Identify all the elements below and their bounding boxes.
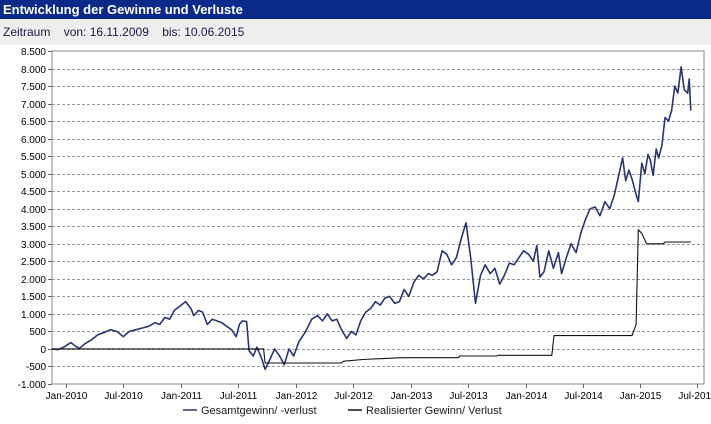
y-tick-label: 2.000 (21, 275, 46, 286)
x-tick-label: Jul-2012 (334, 391, 373, 402)
y-tick-label: 4.000 (21, 205, 46, 216)
y-tick-label: 8.000 (21, 65, 46, 76)
plot-frame (51, 50, 705, 385)
y-tick-label: 1.500 (21, 292, 46, 303)
y-tick-label: 7.500 (21, 82, 46, 93)
period-label: Zeitraum (3, 25, 51, 39)
y-tick-label: 5.500 (21, 152, 46, 163)
x-tick-label: Jan-2010 (46, 391, 88, 402)
x-tick-label: Jan-2013 (391, 391, 433, 402)
x-tick-label: Jul-2014 (564, 391, 603, 402)
x-tick-label: Jan-2011 (161, 391, 202, 402)
y-tick-label: 6.000 (21, 135, 46, 146)
series-line-2 (52, 229, 691, 364)
y-tick-label: 5.000 (21, 170, 46, 181)
x-tick-label: Jul-2011 (220, 391, 258, 402)
legend-label-2: Realisierter Gewinn/ Verlust (366, 405, 502, 417)
x-tick-label: Jul-2010 (104, 391, 143, 402)
y-axis: 8.500 8.000 7.500 7.000 6.500 6.000 5.500 5.000… (18, 47, 52, 391)
y-tick-label: 6.500 (21, 117, 46, 128)
y-tick-label: 8.500 (21, 47, 46, 58)
x-tick-label: Jul-2013 (449, 391, 488, 402)
y-tick-label: -500 (26, 362, 46, 373)
y-tick-label: 500 (29, 327, 46, 338)
series-lines (51, 66, 692, 371)
chart-header: Entwicklung der Gewinne und Verluste (0, 0, 711, 19)
x-tick-label: Jan-2015 (620, 391, 662, 402)
chart-title: Entwicklung der Gewinne und Verluste (3, 2, 243, 17)
x-axis: Jan-2010 Jul-2010 Jan-2011 Jul-2011 Jan-2012… (46, 384, 711, 402)
x-tick-label: Jul-2015 (678, 391, 711, 402)
period-bar: Zeitraum von: 16.11.2009 bis: 10.06.2015 (0, 19, 711, 45)
x-tick-label: Jan-2014 (506, 391, 548, 402)
y-tick-label: 2.500 (21, 257, 46, 268)
period-to: bis: 10.06.2015 (162, 25, 245, 39)
y-tick-label: 0 (40, 345, 46, 356)
period-from: von: 16.11.2009 (63, 25, 149, 39)
y-tick-label: -1.000 (18, 380, 47, 391)
legend: Gesamtgewinn/ -verlust Realisierter Gewin… (183, 405, 502, 417)
y-tick-label: 7.000 (21, 100, 46, 111)
y-tick-label: 3.000 (21, 240, 46, 251)
y-tick-label: 1.000 (21, 310, 46, 321)
y-tick-label: 4.500 (21, 187, 46, 198)
profit-loss-chart: 8.500 8.000 7.500 7.000 6.500 6.000 5.500 5.000… (18, 47, 711, 417)
legend-label-1: Gesamtgewinn/ -verlust (201, 405, 317, 417)
y-tick-label: 3.500 (21, 222, 46, 233)
grid-lines (51, 50, 705, 385)
series-line-1 (51, 66, 692, 371)
x-tick-label: Jan-2012 (276, 391, 318, 402)
